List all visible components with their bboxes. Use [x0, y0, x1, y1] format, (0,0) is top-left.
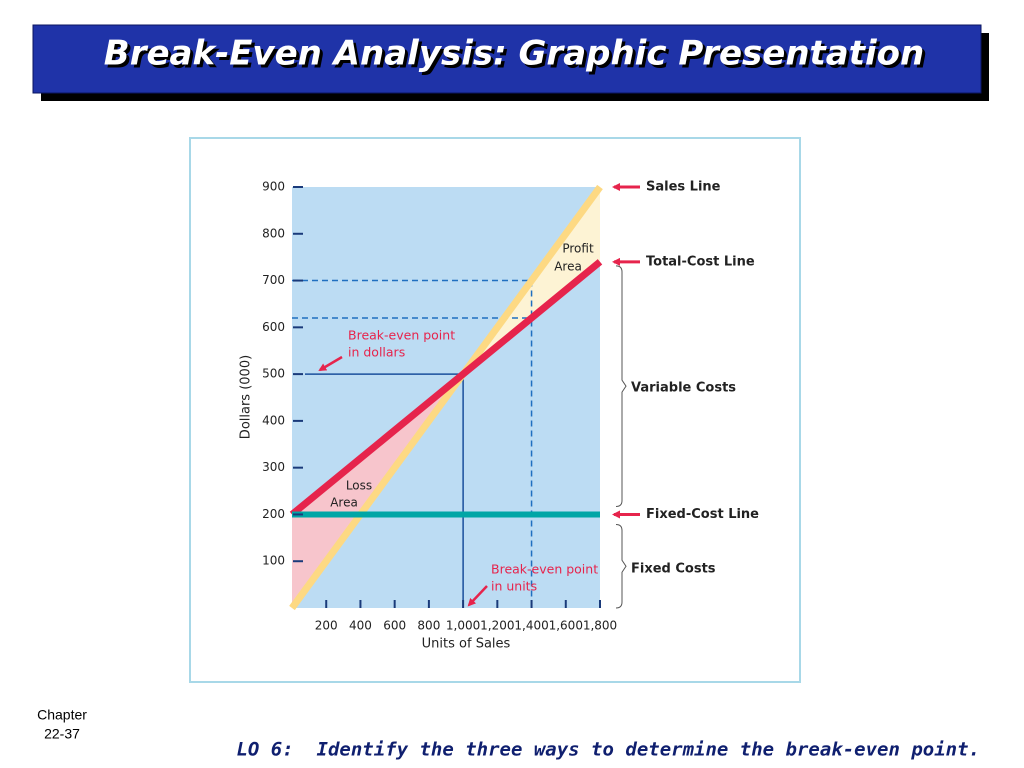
series-line: [289, 259, 603, 518]
title-shadow: Break-Even Analysis: Graphic Presentatio…: [107, 37, 927, 77]
legend-label: Total-Cost Line: [646, 254, 755, 269]
y-tick-label: 200: [262, 507, 285, 521]
break-even-units-label: in units: [491, 579, 537, 594]
y-tick-label: 600: [262, 320, 285, 334]
profit-area-label: Profit: [562, 242, 594, 256]
chapter-number: 22-37: [44, 726, 80, 742]
x-tick-label: 1,000: [446, 619, 480, 633]
bracket: [615, 523, 627, 609]
title: Break-Even Analysis: Graphic Presentatio…: [104, 34, 924, 74]
x-tick-label: 800: [417, 619, 440, 633]
y-tick-label: 500: [262, 367, 285, 381]
fixed-costs-label: Fixed Costs: [631, 562, 716, 577]
legend-label: Fixed-Cost Line: [646, 507, 759, 522]
learning-objective: LO 6: Identify the three ways to determi…: [236, 739, 980, 761]
x-tick-label: 1,800: [583, 619, 617, 633]
profit-area-label: Area: [554, 260, 582, 274]
annotation-arrow: [467, 585, 488, 607]
annotation-arrow: [318, 355, 343, 372]
break-even-dollars-label: Break-even point: [348, 328, 455, 343]
loss-area-label: Area: [330, 496, 358, 510]
series-line: [289, 184, 603, 611]
break-even-dollars-label: in dollars: [348, 345, 405, 360]
y-axis-label: Dollars (000): [239, 355, 254, 439]
y-tick-label: 900: [262, 180, 285, 194]
x-tick-label: 600: [383, 619, 406, 633]
y-tick-label: 700: [262, 273, 285, 287]
x-tick-label: 1,200: [480, 619, 514, 633]
x-tick-label: 1,400: [514, 619, 548, 633]
chart: Sales Line Total-Cost Line Fixed-Cost Line…: [239, 180, 760, 652]
banner: [32, 24, 982, 94]
x-tick-label: 400: [349, 619, 372, 633]
y-tick-label: 800: [262, 226, 285, 240]
y-tick-label: 100: [262, 554, 285, 568]
bracket: [615, 265, 627, 507]
x-axis-label: Units of Sales: [422, 637, 511, 652]
break-even-units-label: Break-even point: [491, 562, 598, 577]
x-tick-label: 1,600: [549, 619, 583, 633]
chapter-label: Chapter: [37, 707, 87, 723]
legend-label: Sales Line: [646, 180, 721, 195]
y-tick-label: 400: [262, 413, 285, 427]
y-tick-label: 300: [262, 460, 285, 474]
loss-area-label: Loss: [346, 479, 372, 493]
variable-costs-label: Variable Costs: [631, 381, 736, 396]
x-tick-label: 200: [315, 619, 338, 633]
